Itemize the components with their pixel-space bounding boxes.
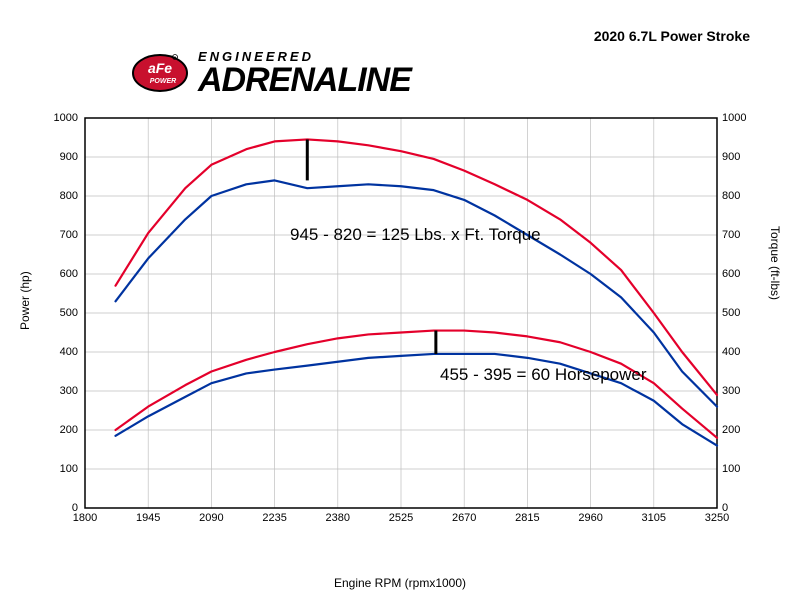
y-right-tick: 100 (722, 463, 752, 475)
y-left-tick: 300 (48, 385, 78, 397)
y-right-tick: 900 (722, 151, 752, 163)
svg-text:aFe: aFe (148, 60, 172, 76)
afe-power-badge: aFe POWER R (130, 51, 190, 96)
x-tick: 2815 (515, 512, 539, 524)
y-right-tick: 500 (722, 307, 752, 319)
header-subtitle: 2020 6.7L Power Stroke (594, 28, 750, 44)
x-axis-label: Engine RPM (rpmx1000) (334, 576, 466, 590)
svg-text:POWER: POWER (150, 78, 176, 85)
svg-text:R: R (174, 55, 177, 60)
y-left-tick: 400 (48, 346, 78, 358)
brand-adrenaline-text: ADRENALINE (198, 63, 411, 97)
plot-area (85, 118, 717, 508)
brand-logo-area: aFe POWER R ENGINEERED ADRENALINE (130, 50, 411, 97)
x-tick: 3105 (642, 512, 666, 524)
y-left-tick: 700 (48, 229, 78, 241)
y-axis-left-label: Power (hp) (18, 271, 32, 330)
x-tick: 2380 (326, 512, 350, 524)
y-right-tick: 1000 (722, 112, 752, 124)
y-right-tick: 800 (722, 190, 752, 202)
x-tick: 3250 (705, 512, 729, 524)
y-left-tick: 100 (48, 463, 78, 475)
x-tick: 2090 (199, 512, 223, 524)
y-right-tick: 300 (722, 385, 752, 397)
y-left-tick: 800 (48, 190, 78, 202)
brand-text: ENGINEERED ADRENALINE (198, 50, 411, 97)
y-axis-right-label: Torque (ft-lbs) (768, 226, 782, 300)
x-tick: 2525 (389, 512, 413, 524)
x-tick: 1800 (73, 512, 97, 524)
y-left-tick: 900 (48, 151, 78, 163)
chart-annotation: 455 - 395 = 60 Horsepower (440, 365, 647, 385)
y-right-tick: 600 (722, 268, 752, 280)
x-tick: 2960 (578, 512, 602, 524)
y-left-tick: 200 (48, 424, 78, 436)
y-left-tick: 500 (48, 307, 78, 319)
y-left-tick: 600 (48, 268, 78, 280)
x-tick: 2670 (452, 512, 476, 524)
y-right-tick: 700 (722, 229, 752, 241)
x-tick: 1945 (136, 512, 160, 524)
x-tick: 2235 (262, 512, 286, 524)
chart-annotation: 945 - 820 = 125 Lbs. x Ft. Torque (290, 225, 541, 245)
y-right-tick: 400 (722, 346, 752, 358)
y-right-tick: 200 (722, 424, 752, 436)
y-left-tick: 1000 (48, 112, 78, 124)
